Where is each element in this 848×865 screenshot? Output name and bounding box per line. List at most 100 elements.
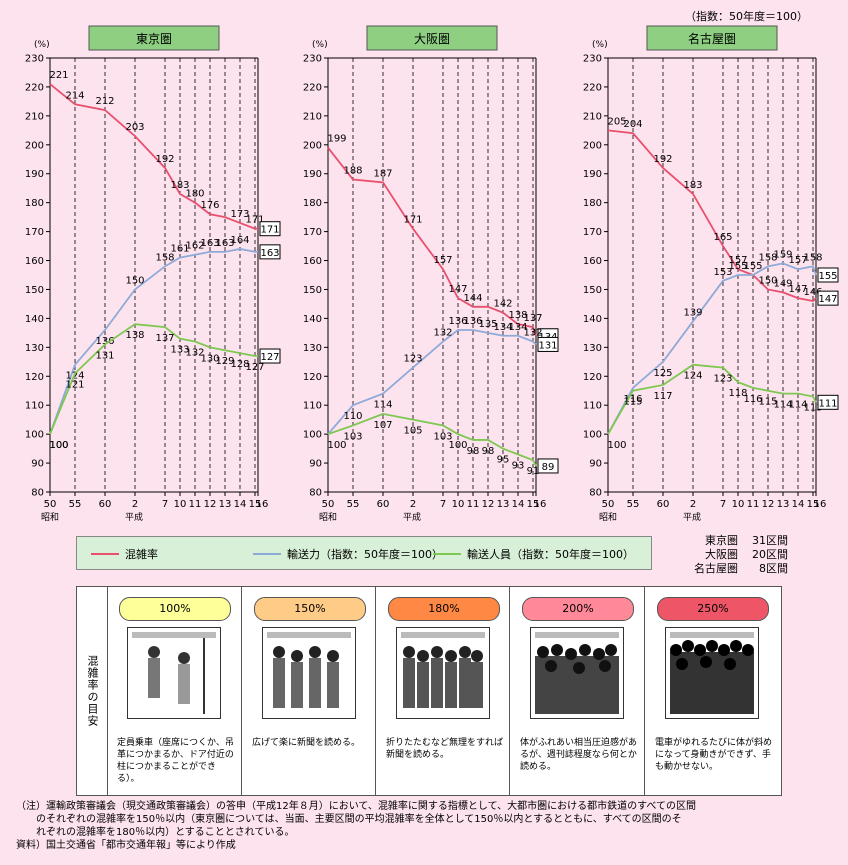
- data-label-nagoya-0: 147: [788, 284, 807, 295]
- x-tick-label-nagoya: 15: [807, 499, 820, 510]
- x-tick-label-osaka: 55: [347, 499, 360, 510]
- y-tick-label-osaka: 190: [303, 169, 322, 180]
- y-tick-label-tokyo: 120: [25, 372, 44, 383]
- y-tick-label-osaka: 220: [303, 82, 322, 93]
- end-label-tokyo-1: 163: [260, 248, 279, 259]
- y-tick-label-tokyo: 190: [25, 169, 44, 180]
- data-label-tokyo-0: 192: [155, 154, 174, 165]
- data-label-tokyo-2: 128: [230, 359, 249, 370]
- x-tick-label-nagoya: 60: [657, 499, 670, 510]
- end-label-tokyo-2: 127: [260, 352, 279, 363]
- legend-item-congestion: 混雑率: [91, 546, 158, 562]
- footnote-line-4: 資料）国土交通省「都市交通年報」等により作成: [16, 840, 236, 851]
- data-label-osaka-1: 110: [343, 411, 362, 422]
- guide-text-180: 折りたたむなど無理をすれば新聞を読める。: [386, 738, 504, 760]
- x-tick-label-tokyo: 16: [256, 499, 269, 510]
- y-tick-label-osaka: 100: [303, 430, 322, 441]
- data-label-osaka-2: 98: [482, 446, 495, 457]
- end-label-nagoya-2: 111: [818, 398, 837, 409]
- x-tick-label-osaka: 16: [534, 499, 547, 510]
- data-label-osaka-0: 157: [433, 255, 452, 266]
- x-tick-label-tokyo: 2: [132, 499, 138, 510]
- guide-level-180: 180%: [388, 597, 500, 621]
- data-label-nagoya-2: 118: [728, 388, 747, 399]
- data-label-nagoya-2: 114: [773, 400, 792, 411]
- y-tick-label-tokyo: 220: [25, 82, 44, 93]
- data-label-nagoya-1: 155: [728, 261, 747, 272]
- y-unit-label-tokyo: (%): [34, 40, 50, 50]
- data-label-nagoya-0: 205: [607, 116, 626, 127]
- end-label-box-tokyo-1: [259, 244, 281, 260]
- footnote-line-2: のそれぞれの混雑率を150％以内（東京圏については、当面、主要区間の平均混雑率を…: [16, 814, 682, 825]
- data-label-tokyo-0: 221: [49, 70, 68, 81]
- y-tick-label-osaka: 150: [303, 285, 322, 296]
- x-tick-label-tokyo: 11: [189, 499, 202, 510]
- charts-area: 東京圏 (%) 80 90 100 110 120 130 140 150 160 170 180 190…: [25, 25, 839, 523]
- legend-swatch-capacity: [253, 553, 281, 555]
- x-tick-label-nagoya: 2: [690, 499, 696, 510]
- data-label-nagoya-0: 157: [728, 255, 747, 266]
- y-tick-label-tokyo: 160: [25, 256, 44, 267]
- y-tick-label-nagoya: 170: [583, 227, 602, 238]
- y-tick-label-tokyo: 210: [25, 111, 44, 122]
- data-label-osaka-0: 171: [403, 215, 422, 226]
- end-label-nagoya-1: 155: [818, 271, 837, 282]
- guide-cell-100: 100% 定員乗車（座席につくか、吊革につかまるか、ドア付近の柱につかまることが…: [107, 587, 242, 795]
- y-unit-label-nagoya: (%): [592, 40, 608, 50]
- end-label-nagoya-0: 147: [818, 294, 837, 305]
- x-tick-label-nagoya: 55: [627, 499, 640, 510]
- congestion-guide: 混雑率の目安 100% 定員乗車（座席につくか、吊革につかまるか、ドア付近の柱に…: [76, 586, 782, 796]
- data-label-tokyo-2: 131: [95, 350, 114, 361]
- end-label-box-tokyo-0: [259, 221, 281, 237]
- x-tick-label-tokyo: 14: [234, 499, 247, 510]
- y-tick-label-nagoya: 210: [583, 111, 602, 122]
- data-label-osaka-1: 134: [493, 322, 512, 333]
- data-label-osaka-0: 137: [523, 313, 542, 324]
- data-label-nagoya-1: 153: [713, 267, 732, 278]
- data-label-osaka-0: 187: [373, 168, 392, 179]
- x-tick-label-osaka: 50: [322, 499, 335, 510]
- legend-item-capacity: 輸送力（指数：50年度＝100）: [253, 546, 443, 562]
- x-tick-label-tokyo: 13: [219, 499, 232, 510]
- data-label-osaka-0: 144: [463, 293, 482, 304]
- guide-text-200: 体がふれあい相当圧迫感があるが、週刊誌程度なら何とか読める。: [520, 738, 638, 772]
- y-tick-label-tokyo: 90: [31, 459, 44, 470]
- data-label-nagoya-2: 114: [788, 400, 807, 411]
- data-label-tokyo-2: 100: [49, 440, 68, 451]
- data-label-tokyo-1: 150: [125, 275, 144, 286]
- data-label-nagoya-2: 124: [683, 371, 702, 382]
- y-tick-label-tokyo: 130: [25, 343, 44, 354]
- footnote-line-1: （注）運輸政策審議会（現交通政策審議会）の答申（平成12年８月）において、混雑率…: [16, 801, 697, 812]
- series-line-tokyo-0: [49, 83, 258, 230]
- y-tick-label-osaka: 210: [303, 111, 322, 122]
- y-tick-label-nagoya: 140: [583, 314, 602, 325]
- data-label-tokyo-1: 136: [95, 336, 114, 347]
- data-label-osaka-2: 105: [403, 426, 422, 437]
- y-tick-label-tokyo: 170: [25, 227, 44, 238]
- x-tick-label-osaka: 2: [410, 499, 416, 510]
- data-label-nagoya-2: 116: [743, 394, 762, 405]
- era-label-heisei-nagoya: 平成: [683, 511, 701, 523]
- x-tick-label-tokyo: 50: [44, 499, 57, 510]
- data-label-tokyo-2: 129: [215, 356, 234, 367]
- data-label-nagoya-1: 159: [773, 249, 792, 260]
- series-line-osaka-2: [327, 412, 537, 467]
- data-label-osaka-1: 132: [523, 328, 542, 339]
- x-tick-label-tokyo: 55: [69, 499, 82, 510]
- data-label-tokyo-2: 138: [125, 330, 144, 341]
- guide-level-100: 100%: [119, 597, 231, 621]
- x-tick-label-osaka: 13: [497, 499, 510, 510]
- commuter-illustration-100: [127, 627, 221, 719]
- y-tick-label-tokyo: 230: [25, 54, 44, 65]
- legend: 混雑率 輸送力（指数：50年度＝100） 輸送人員（指数：50年度＝100）: [76, 536, 652, 570]
- y-tick-label-osaka: 180: [303, 198, 322, 209]
- guide-level-250: 250%: [657, 597, 769, 621]
- data-label-tokyo-2: 127: [245, 362, 264, 373]
- data-label-osaka-1: 134: [508, 322, 527, 333]
- data-label-nagoya-1: 158: [803, 252, 822, 263]
- data-label-osaka-2: 103: [433, 431, 452, 442]
- legend-swatch-congestion: [91, 553, 119, 555]
- data-label-nagoya-0: 165: [713, 232, 732, 243]
- y-tick-label-osaka: 230: [303, 54, 322, 65]
- series-line-nagoya-0: [607, 129, 817, 303]
